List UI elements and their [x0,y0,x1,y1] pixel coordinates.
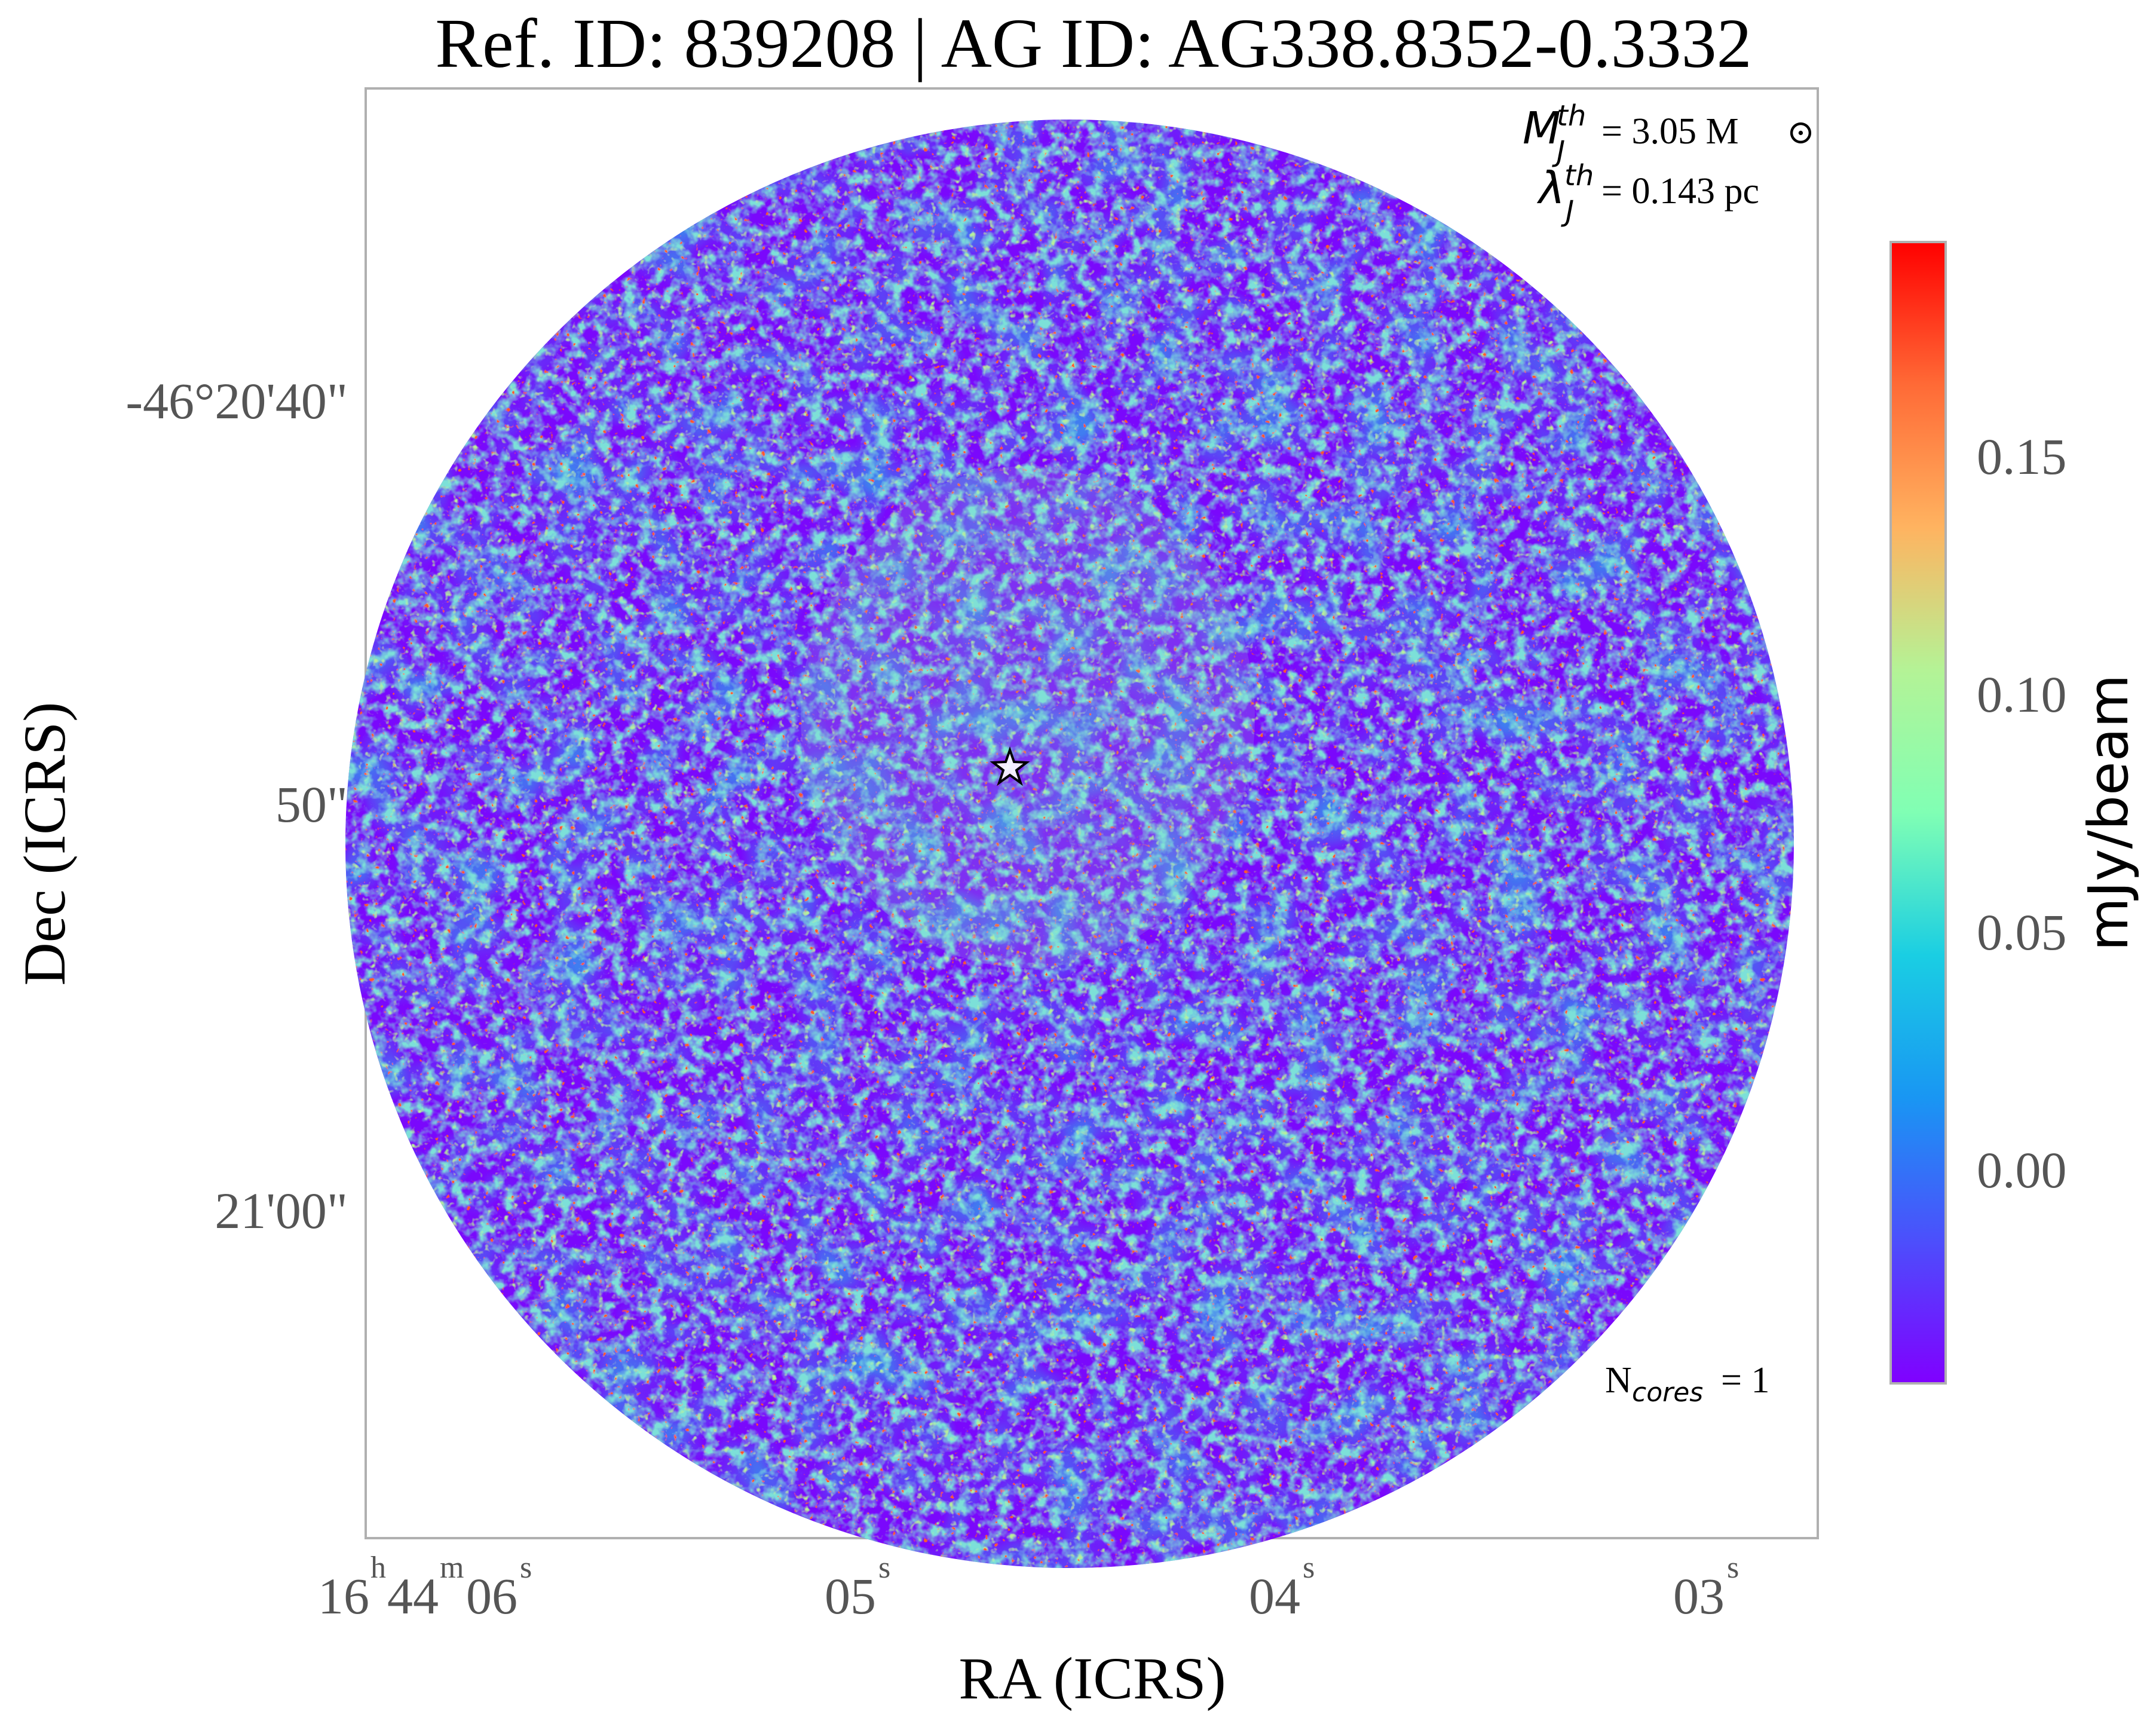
y-axis-label: Dec (ICRS) [11,702,78,986]
svg-text:th: th [1564,159,1594,192]
ncores-annotation: N cores = 1 [1605,1360,1769,1408]
colorbar-gradient [1889,241,1947,1385]
svg-text:th: th [1557,99,1586,133]
svg-text:M: M [1523,103,1561,154]
colorbar-ticks: 0.15 0.10 0.05 0.00 [1977,428,2067,1199]
svg-text:16: 16 [318,1567,369,1625]
svg-text:44: 44 [387,1567,439,1625]
colorbar-label: mJy/beam [2077,674,2140,951]
svg-text:s: s [1303,1551,1315,1585]
svg-text:h: h [370,1551,386,1585]
y-tick-label: -46°20'40" [125,372,348,430]
y-axis: -46°20'40" 50" 21'00" [125,372,348,1239]
svg-text:cores: cores [1632,1377,1703,1408]
x-tick-label: 05 s [825,1551,890,1625]
svg-text:N: N [1605,1360,1632,1401]
y-tick-label: 50" [275,776,348,833]
colorbar-tick-label: 0.10 [1977,666,2067,723]
svg-text:s: s [1727,1551,1739,1585]
svg-text:m: m [440,1551,464,1585]
chart-title: Ref. ID: 839208 | AG ID: AG338.8352-0.33… [435,4,1751,82]
svg-text:= 3.05 M: = 3.05 M [1601,111,1739,152]
svg-text:= 0.143 pc: = 0.143 pc [1601,171,1759,212]
y-tick-label: 21'00" [215,1182,348,1239]
jeans-length-annotation: λ J th = 0.143 pc [1536,159,1759,228]
x-tick-label: 16 h 44 m 06 s [318,1551,532,1625]
svg-text:05: 05 [825,1567,876,1625]
svg-text:04: 04 [1249,1567,1300,1625]
svg-text:06: 06 [466,1567,517,1625]
colorbar-tick-label: 0.05 [1977,904,2067,961]
svg-text:⊙: ⊙ [1787,114,1815,151]
colorbar: 0.15 0.10 0.05 0.00 mJy/beam [1889,241,2140,1385]
core-star-marker [990,746,1030,786]
svg-text:s: s [878,1551,890,1585]
x-axis: 16 h 44 m 06 s 05 s 04 s 03 s [318,1551,1739,1625]
x-tick-label: 04 s [1249,1551,1315,1625]
svg-text:s: s [520,1551,532,1585]
x-tick-label: 03 s [1673,1551,1739,1625]
svg-text:= 1: = 1 [1721,1360,1769,1401]
colorbar-tick-label: 0.00 [1977,1141,2067,1199]
x-axis-label: RA (ICRS) [958,1645,1226,1711]
heatmap-image [345,120,1794,1568]
svg-text:λ: λ [1536,163,1565,214]
svg-text:03: 03 [1673,1567,1725,1625]
jeans-mass-annotation: M J th = 3.05 M ⊙ [1523,99,1815,169]
colorbar-tick-label: 0.15 [1977,428,2067,485]
